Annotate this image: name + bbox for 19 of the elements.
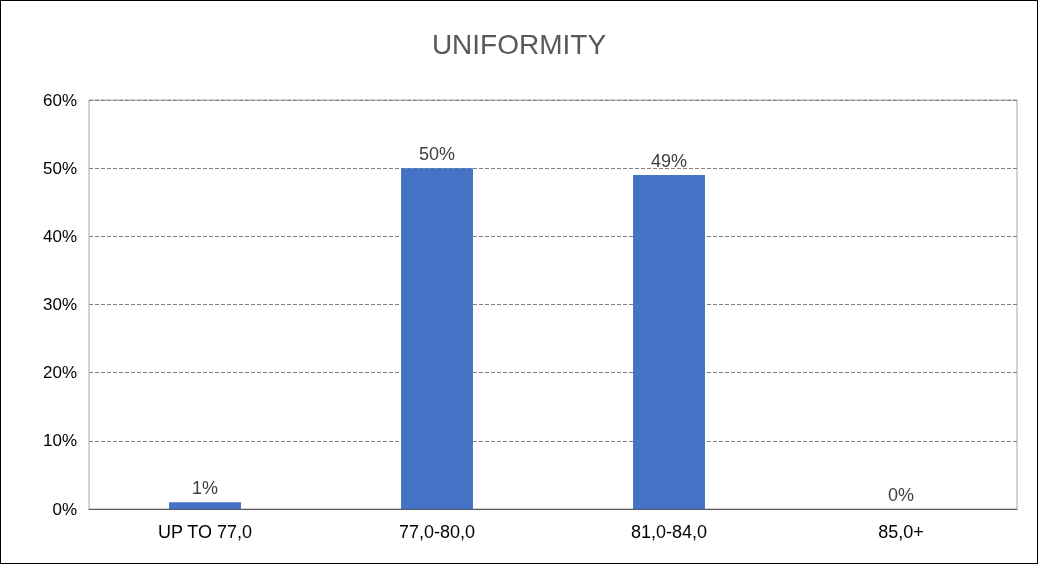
y-tick-label: 50% [42,158,77,178]
x-tick-label: UP TO 77,0 [157,522,253,542]
x-tick-label: 81,0-84,0 [630,522,708,542]
y-tick-label: 60% [42,90,77,110]
bar [633,174,705,509]
y-tick-label: 20% [42,363,77,383]
y-tick-label: 10% [42,431,77,451]
data-label: 50% [418,144,456,165]
y-tick-label: 40% [42,226,77,246]
x-tick-label: 85,0+ [878,522,924,542]
data-label: 49% [650,150,688,171]
data-label: 0% [887,485,915,505]
bar [169,502,241,509]
y-tick-label: 30% [42,295,77,314]
x-tick-label: 77,0-80,0 [398,522,476,542]
data-label: 1% [191,478,219,499]
chart-title: UNIFORMITY [431,28,607,60]
y-tick-label: 0% [52,499,77,519]
bar [401,168,473,509]
